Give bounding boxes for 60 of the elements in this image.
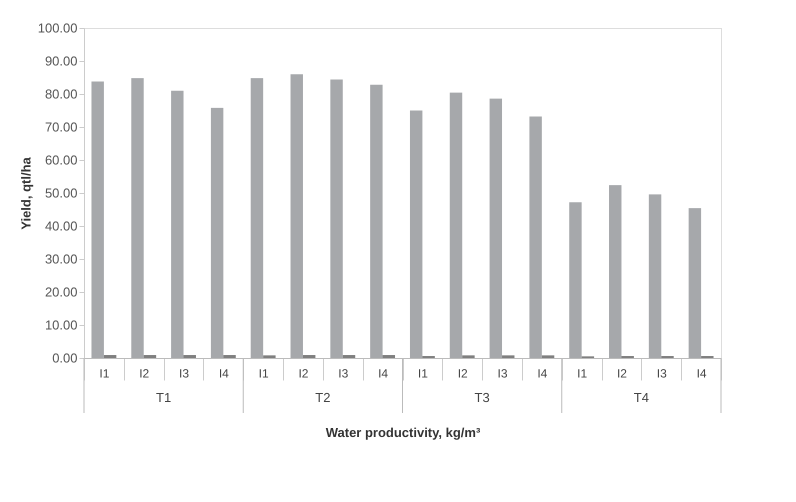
y-tick-label: 10.00 (44, 318, 78, 332)
x-tick-label: I2 (139, 366, 150, 380)
y-tick-label: 40.00 (44, 218, 78, 234)
bar (609, 185, 622, 358)
y-tick-label: 100.00 (38, 20, 78, 36)
y-tick-label: 60.00 (44, 152, 78, 168)
bar (382, 355, 396, 358)
y-tick-label: 20.00 (44, 284, 78, 300)
bar (290, 74, 303, 358)
y-tick-label: 70.00 (44, 120, 78, 134)
x-tick-label: I3 (179, 366, 190, 380)
bar (184, 355, 196, 358)
bar (529, 116, 542, 358)
bar (502, 355, 514, 358)
bar (342, 355, 356, 358)
bar (223, 355, 236, 358)
x-tick-label: I4 (696, 366, 707, 380)
y-tick-label: 80.00 (44, 86, 78, 102)
bar (330, 79, 343, 358)
text: T4 (634, 390, 649, 405)
x-tick-label: I3 (498, 366, 508, 380)
y-tick-label: 30.00 (44, 252, 78, 266)
x-tick-label: I3 (338, 366, 349, 380)
bar (450, 92, 462, 358)
bar (490, 98, 502, 358)
x-axis-title: Water productivity, kg/m³ (326, 425, 481, 440)
bar (542, 355, 554, 358)
x-tick-label: I1 (258, 366, 269, 380)
bar (462, 355, 475, 358)
x-tick-label: I2 (616, 366, 628, 380)
bar (569, 202, 582, 358)
bar (648, 194, 662, 358)
bar (171, 90, 184, 358)
bar (210, 108, 224, 358)
text: T1 (156, 390, 172, 405)
x-tick-label: I4 (218, 366, 230, 380)
y-tick-label: 50.00 (44, 186, 78, 200)
x-tick-label: I1 (99, 366, 110, 380)
bar (370, 84, 383, 358)
y-tick-label: 0.00 (52, 350, 78, 366)
bar (688, 208, 702, 358)
x-tick-label: I4 (537, 366, 548, 380)
x-tick-label: I3 (656, 366, 668, 380)
x-tick-label: I4 (378, 366, 388, 380)
bar (410, 110, 422, 358)
bar (302, 355, 316, 358)
x-tick-label: I2 (458, 366, 468, 380)
bar (144, 355, 156, 358)
bar (263, 355, 276, 358)
bar (131, 78, 144, 358)
bar (250, 78, 264, 358)
x-tick-label: I2 (298, 366, 309, 380)
y-axis-title: Yield, qtl/ha (18, 156, 34, 230)
bar (91, 81, 104, 358)
text: T2 (315, 390, 330, 405)
text: T3 (474, 390, 490, 405)
x-tick-label: I1 (418, 366, 428, 380)
y-tick-label: 90.00 (44, 54, 78, 68)
x-tick-label: I1 (577, 366, 588, 380)
bar (104, 355, 116, 358)
